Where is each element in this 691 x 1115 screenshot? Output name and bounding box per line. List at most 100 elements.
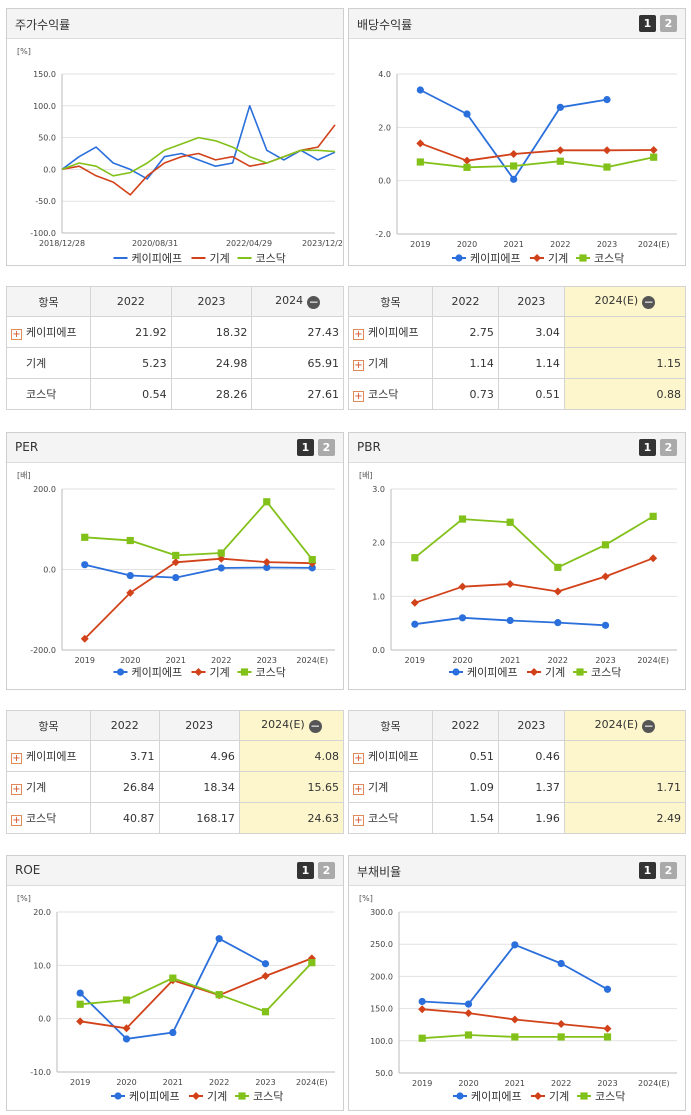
data-point [126,571,134,580]
data-point [579,254,587,262]
cell: 0.88 [563,378,687,410]
data-point [76,1000,84,1008]
col-header: 항목 [348,710,433,741]
page-1-button[interactable]: 1 [639,439,656,456]
data-point [171,558,180,567]
page-2-button[interactable]: 2 [660,15,677,32]
cell: 21.92 [90,316,172,348]
x-tick-label: 2023 [255,1078,275,1087]
expand-icon[interactable]: + [353,360,364,371]
legend-label: 기계 [210,252,230,265]
per-table: 항목 2022 2023 2024(E) − + 케이피에프 3.71 4.96 4… [6,710,345,834]
data-point [116,668,125,676]
data-point [556,146,565,155]
pager: 1 2 [297,439,335,456]
data-point [510,1015,519,1024]
table-row: + 케이피에프 2.75 3.04 [348,316,687,348]
table-row: + 케이피에프 0.51 0.46 [348,740,687,772]
series-line [84,500,314,561]
y-tick-label: -200.0 [30,646,56,655]
expand-icon[interactable]: + [353,329,364,340]
data-point [456,1092,464,1100]
col-header: 2024(E) − [563,710,687,741]
data-point [411,554,419,562]
table-row: + 케이피에프 3.71 4.96 4.08 [6,740,345,772]
x-tick-label: 2024(E) [638,1079,670,1088]
page-1-button[interactable]: 1 [297,439,314,456]
cell: 0.46 [497,740,565,772]
data-point [308,559,317,568]
x-tick-label: 2022 [551,1079,571,1088]
row-name: + 코스닥 [6,802,91,834]
data-point [308,555,316,564]
expand-icon[interactable]: + [11,784,22,795]
col-header: 2023 [158,710,240,741]
data-point [194,668,203,676]
expand-icon[interactable]: + [353,753,364,764]
cell: 1.14 [432,347,499,379]
data-point [411,620,419,628]
panel-header: 배당수익률 1 2 [349,9,685,39]
data-point [169,1028,177,1037]
cell: 1.09 [432,771,499,803]
series-line [84,563,313,579]
series-line [414,557,654,604]
cell: 1.71 [563,771,687,803]
pager: 1 2 [297,862,335,879]
top-strip [0,0,691,4]
page-1-button[interactable]: 1 [639,15,656,32]
data-point [458,614,467,622]
x-tick-label: 2020/08/31 [132,239,178,248]
cell: 5.23 [90,347,172,379]
col-header: 2024− [251,286,344,317]
collapse-icon[interactable]: − [308,719,322,733]
cell: 0.51 [432,740,499,772]
expand-icon[interactable]: + [11,329,22,340]
expand-icon[interactable]: + [353,784,364,795]
unit-label: [%] [17,894,31,903]
expand-icon[interactable]: + [353,815,364,826]
page-2-button[interactable]: 2 [660,862,677,879]
row-label: 기계 [368,781,389,794]
data-point [81,561,89,569]
expand-icon[interactable]: + [11,815,22,826]
cell: 18.32 [170,316,253,348]
data-point [649,554,658,563]
col-header: 항목 [6,286,91,317]
legend-label: 케이피에프 [129,1090,180,1103]
cell [563,740,687,772]
data-point [603,163,611,171]
collapse-icon[interactable]: − [307,295,321,309]
data-point [463,156,471,165]
data-point [263,498,271,506]
page-2-button[interactable]: 2 [660,439,677,456]
data-point [603,146,611,155]
page-2-button[interactable]: 2 [318,862,335,879]
collapse-icon[interactable]: − [642,295,656,309]
y-tick-label: 20.0 [33,908,51,917]
cell: 28.26 [170,378,253,410]
page-1-button[interactable]: 1 [297,862,314,879]
y-tick-label: 1.0 [372,592,385,601]
data-point [217,554,226,563]
panel-title: ROE [15,863,41,877]
data-point [80,634,89,643]
cell: 1.37 [497,771,565,803]
x-tick-label: 2019 [410,240,430,249]
expand-icon[interactable]: + [353,391,364,402]
page-2-button[interactable]: 2 [318,439,335,456]
row-label: 기계 [368,357,389,370]
page-1-button[interactable]: 1 [639,862,656,879]
data-point [510,162,518,170]
x-tick-label: 2024(E) [638,240,670,249]
collapse-icon[interactable]: − [642,719,656,733]
panel-title: 주가수익률 [15,18,71,32]
table-row: 코스닥 0.54 28.26 27.61 [6,378,344,410]
unit-label: [%] [359,894,373,903]
expand-icon[interactable]: + [11,753,22,764]
series-line [80,962,313,1013]
cell: 15.65 [238,771,345,803]
y-tick-label: 4.0 [378,70,391,79]
pager: 1 2 [639,439,677,456]
row-name: 기계 [6,347,91,379]
